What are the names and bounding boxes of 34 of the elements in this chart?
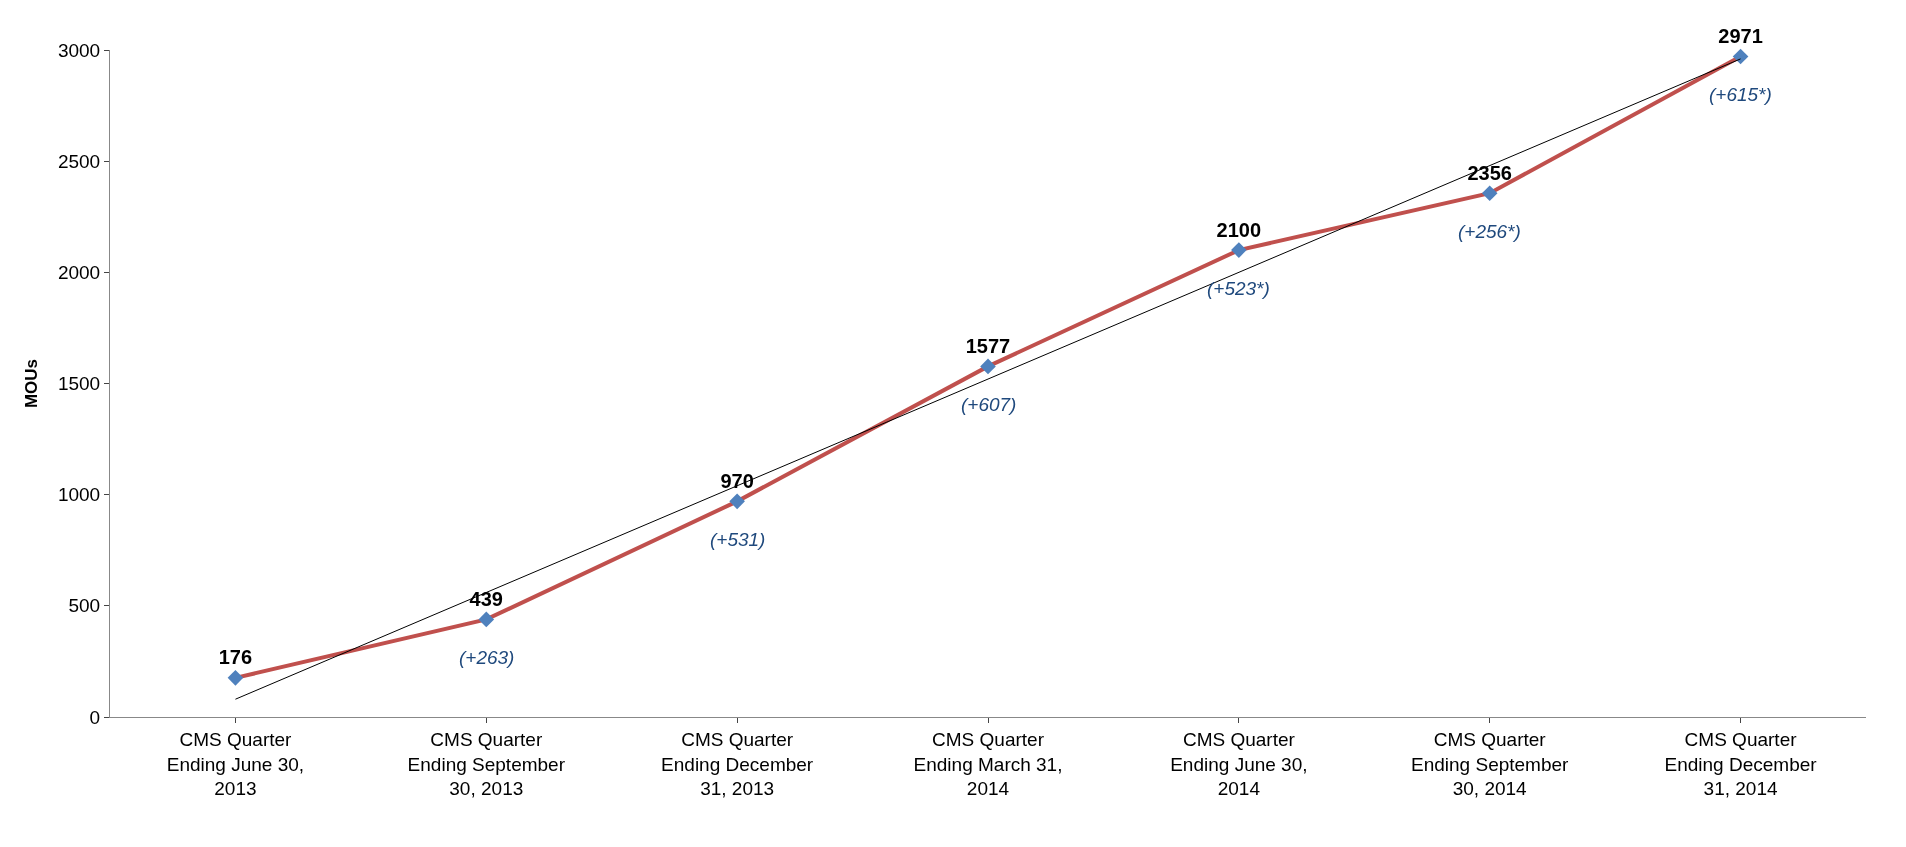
y-tick-label: 2000 [57,261,101,283]
annotation: (+256*) [1458,221,1521,242]
annotation: (+531) [710,529,766,550]
data-label: 2356 [1467,161,1512,184]
data-label: 2100 [1216,218,1262,241]
data-label: 970 [720,469,754,492]
point [1481,185,1498,201]
y-tick-label: 1000 [57,484,101,506]
point [478,611,495,628]
data-label: 1577 [965,334,1011,357]
data-label: 2971 [1718,24,1763,47]
point [1231,242,1247,258]
point [227,670,244,686]
x-tick-label: CMS Quarter Ending September 30, 2013 [407,728,566,800]
x-tick-label: CMS Quarter Ending September 30, 2014 [1411,728,1570,800]
annotation: (+615*) [1709,84,1772,105]
x-tick-label: CMS Quarter Ending March 31, 2014 [913,728,1063,800]
x-tick-label: CMS Quarter Ending June 30, 2013 [166,728,305,800]
annotation: (+523*) [1207,278,1270,299]
annotation: (+607) [961,394,1017,415]
x-tick-label: CMS Quarter Ending December 31, 2013 [661,728,814,800]
x-tick-label: CMS Quarter Ending June 30, 2014 [1170,728,1308,800]
y-tick-label: 0 [89,706,101,728]
data-label: 176 [218,646,253,669]
data-label: 439 [469,587,503,610]
y-tick-label: 500 [68,595,101,617]
y-tick-label: 3000 [57,39,101,61]
point [980,358,996,375]
x-tick-label: CMS Quarter Ending December 31, 2014 [1664,728,1818,800]
y-axis-title: MOUs [22,358,42,409]
y-tick-label: 1500 [57,373,101,395]
annotation: (+263) [459,647,515,668]
y-tick-label: 2500 [57,150,101,172]
point [729,493,745,510]
